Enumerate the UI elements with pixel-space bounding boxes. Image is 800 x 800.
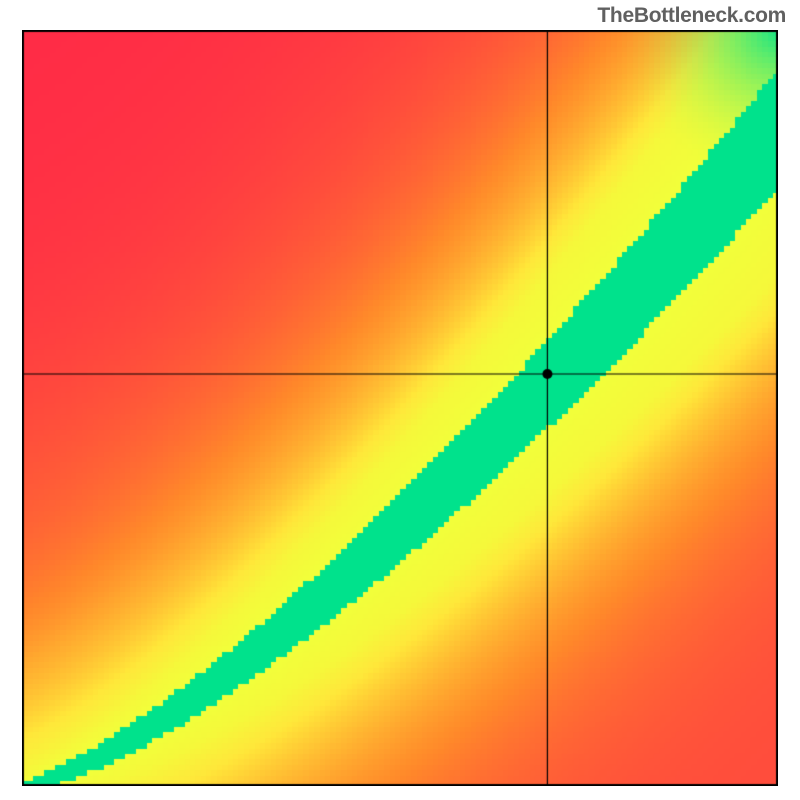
chart-container: TheBottleneck.com — [0, 0, 800, 800]
heatmap-canvas — [22, 30, 778, 786]
watermark-text: TheBottleneck.com — [597, 4, 786, 28]
heatmap-chart — [22, 30, 778, 786]
